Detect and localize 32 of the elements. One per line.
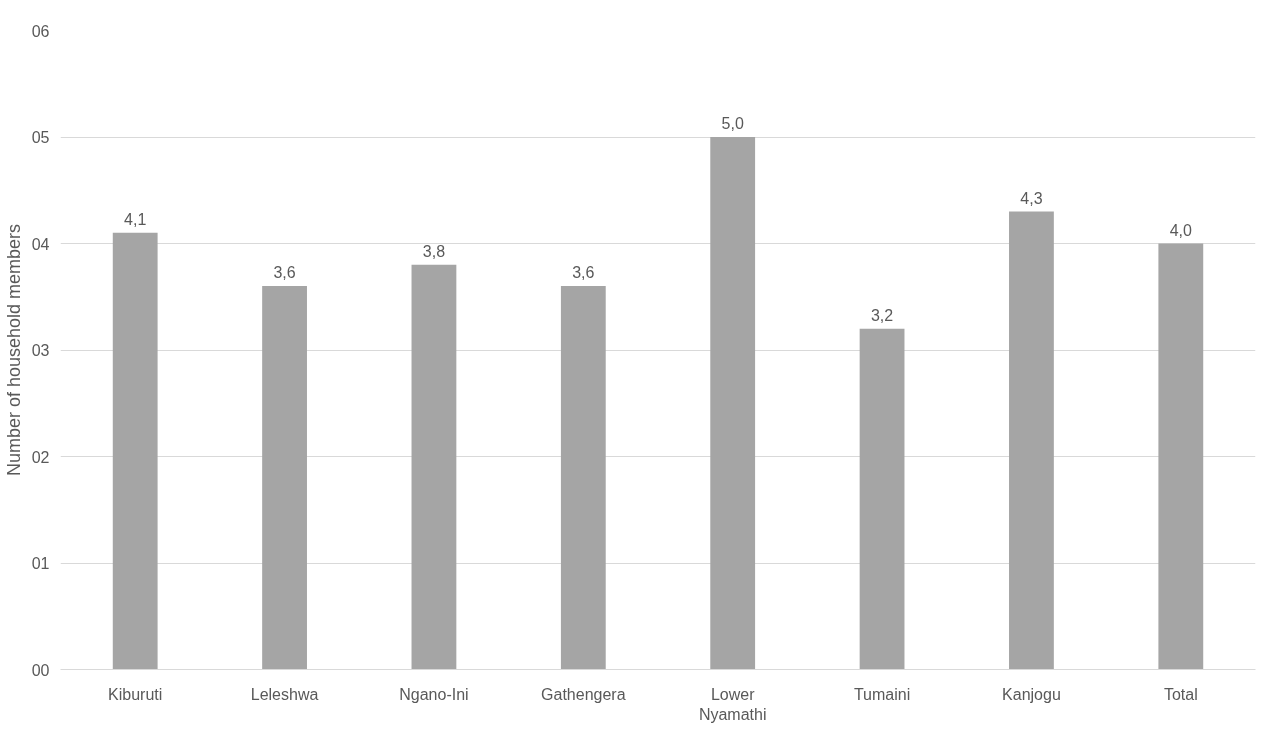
- x-tick-label: Gathengera: [541, 685, 626, 703]
- bar: [1009, 211, 1054, 670]
- x-tick-label: Kiburuti: [108, 685, 163, 703]
- y-axis-title: Number of household members: [3, 223, 24, 477]
- data-label: 3,2: [870, 306, 894, 324]
- data-label: 4,3: [1020, 189, 1043, 207]
- bar: [411, 264, 457, 670]
- y-tick-label: 02: [31, 448, 50, 466]
- bar: [560, 286, 606, 670]
- x-tick-label: Ngano-Ini: [399, 685, 469, 703]
- bar: [859, 328, 905, 670]
- x-tick-label: Lower Nyamathi: [698, 685, 767, 723]
- x-tick-label: Tumaini: [853, 685, 911, 703]
- data-label: 4,0: [1169, 221, 1193, 239]
- bar: [710, 137, 756, 670]
- data-label: 3,8: [422, 242, 446, 260]
- bar: [1158, 243, 1204, 670]
- data-label: 3,6: [572, 264, 595, 282]
- y-tick-label: 03: [31, 342, 50, 359]
- data-label: 3,6: [273, 264, 296, 282]
- y-tick-label: 04: [31, 235, 50, 253]
- y-tick-label: 01: [31, 555, 50, 572]
- y-tick-label: 05: [31, 129, 50, 146]
- y-tick-label: 06: [31, 22, 50, 40]
- bar: [262, 286, 307, 670]
- x-tick-label: Leleshwa: [250, 685, 319, 703]
- bar: [112, 232, 158, 670]
- x-tick-label: Kanjogu: [1002, 685, 1061, 703]
- data-label: 4,1: [124, 210, 147, 228]
- x-tick-label: Total: [1163, 685, 1198, 703]
- data-label: 5,0: [721, 115, 744, 132]
- y-tick-label: 00: [31, 661, 50, 679]
